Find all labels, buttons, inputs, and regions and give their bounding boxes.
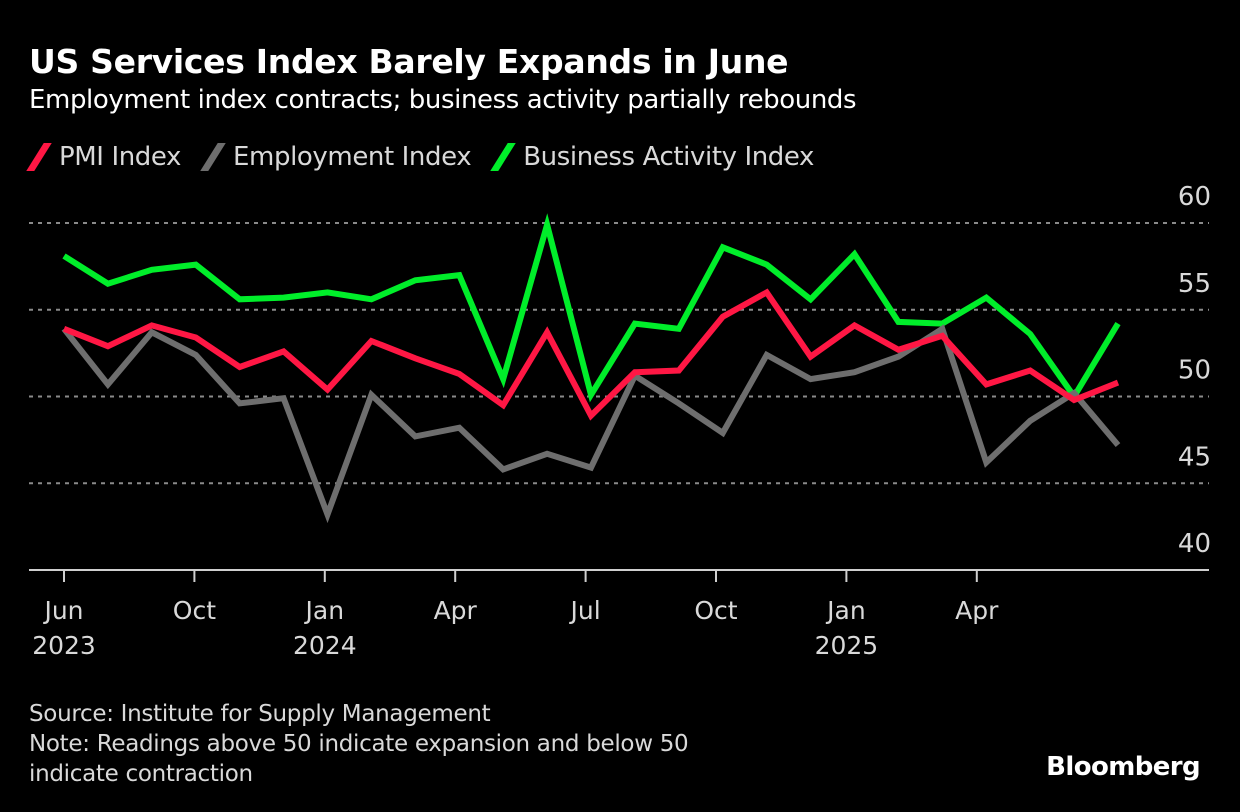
legend: PMI Index Employment Index Business Acti… (26, 142, 836, 172)
note-text-line2: indicate contraction (29, 761, 253, 787)
chart-title: US Services Index Barely Expands in June (29, 42, 789, 81)
x-tick-label-month: Apr (955, 596, 999, 625)
series-line-business-activity-index (62, 213, 1121, 403)
legend-label: PMI Index (59, 142, 182, 172)
series-line-employment-index (61, 324, 1121, 524)
legend-label: Business Activity Index (523, 142, 815, 172)
x-tick-label-month: Jun (42, 596, 83, 625)
line-chart: 40 45 50 55 60 Jun 2023 Oct Jan 2024 Apr Jul Oct Jan… (29, 182, 1211, 660)
series-line-pmi-index (62, 288, 1120, 421)
series-lines (61, 213, 1121, 524)
legend-label: Employment Index (233, 142, 472, 172)
legend-item-business-activity: Business Activity Index (490, 142, 815, 172)
chart-subtitle: Employment index contracts; business act… (29, 85, 857, 115)
legend-item-employment: Employment Index (200, 142, 472, 172)
x-tick-label-month: Oct (173, 596, 216, 625)
bloomberg-logo: Bloomberg (1046, 752, 1200, 782)
y-tick-label: 55 (1178, 269, 1211, 299)
x-tick-label-month: Jan (304, 596, 345, 625)
x-tick-label-month: Jul (569, 596, 601, 625)
note-text-line1: Note: Readings above 50 indicate expansi… (29, 731, 689, 757)
x-tick-label-month: Oct (694, 596, 737, 625)
x-tick-label-month: Apr (434, 596, 478, 625)
y-tick-label: 45 (1178, 442, 1211, 472)
y-axis-labels: 40 45 50 55 60 (1178, 182, 1211, 559)
gridlines (29, 222, 1209, 485)
y-tick-label: 40 (1178, 529, 1211, 559)
legend-item-pmi: PMI Index (26, 142, 182, 172)
y-tick-label: 50 (1178, 356, 1211, 386)
source-text: Source: Institute for Supply Management (29, 701, 491, 727)
x-tick-label-year: 2023 (32, 631, 96, 660)
footnote: Source: Institute for Supply Management … (29, 699, 689, 789)
x-tick-label-month: Jan (825, 596, 866, 625)
y-tick-label: 60 (1178, 182, 1211, 212)
x-tick-label-year: 2025 (815, 631, 879, 660)
x-tick-label-year: 2024 (293, 631, 357, 660)
x-axis: Jun 2023 Oct Jan 2024 Apr Jul Oct Jan 2025 Apr (29, 569, 1209, 660)
